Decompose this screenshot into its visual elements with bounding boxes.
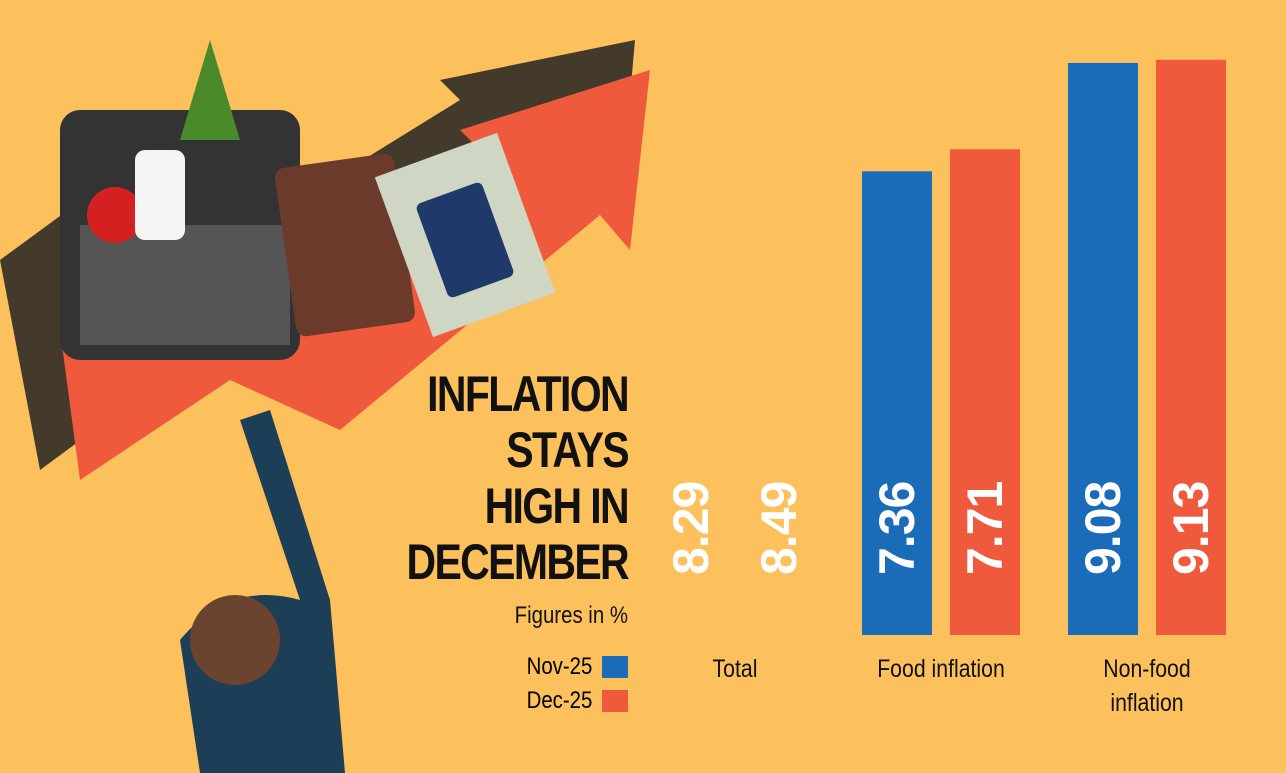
x-tick-label-text: Total <box>712 655 758 683</box>
subtitle: Figures in % <box>514 602 628 629</box>
bar <box>862 171 932 635</box>
chart-title: INFLATION STAYS HIGH IN DECEMBER <box>330 366 630 590</box>
legend-item: Nov-25 <box>440 652 628 682</box>
bar <box>1068 62 1138 635</box>
title-line: INFLATION <box>427 366 629 422</box>
x-tick-label: Food inflation <box>861 652 1021 686</box>
x-tick-label-text: Non-food inflation <box>1103 655 1191 717</box>
value-label: 7.36 <box>869 482 925 575</box>
legend-label: Nov-25 <box>526 653 592 680</box>
legend-item: Dec-25 <box>440 686 628 716</box>
title-line: STAYS <box>506 422 629 478</box>
x-tick-label: Non-food inflation <box>1067 652 1227 720</box>
value-label: 8.49 <box>751 482 807 575</box>
bar <box>656 112 726 636</box>
value-label: 9.08 <box>1075 481 1131 575</box>
legend-swatch <box>602 690 628 712</box>
value-label: 8.29 <box>663 482 719 575</box>
title-line: HIGH IN <box>484 478 630 534</box>
legend-swatch <box>602 656 628 678</box>
x-tick-label: Total <box>655 652 815 686</box>
legend-label: Dec-25 <box>526 687 592 714</box>
illustration <box>0 40 650 773</box>
title-line: DECEMBER <box>406 534 629 590</box>
bar <box>950 149 1020 635</box>
x-tick-label-text: Food inflation <box>877 655 1005 683</box>
bar <box>1156 59 1226 636</box>
value-label: 7.71 <box>957 481 1013 575</box>
bar <box>744 100 814 635</box>
value-label: 9.13 <box>1163 482 1219 575</box>
